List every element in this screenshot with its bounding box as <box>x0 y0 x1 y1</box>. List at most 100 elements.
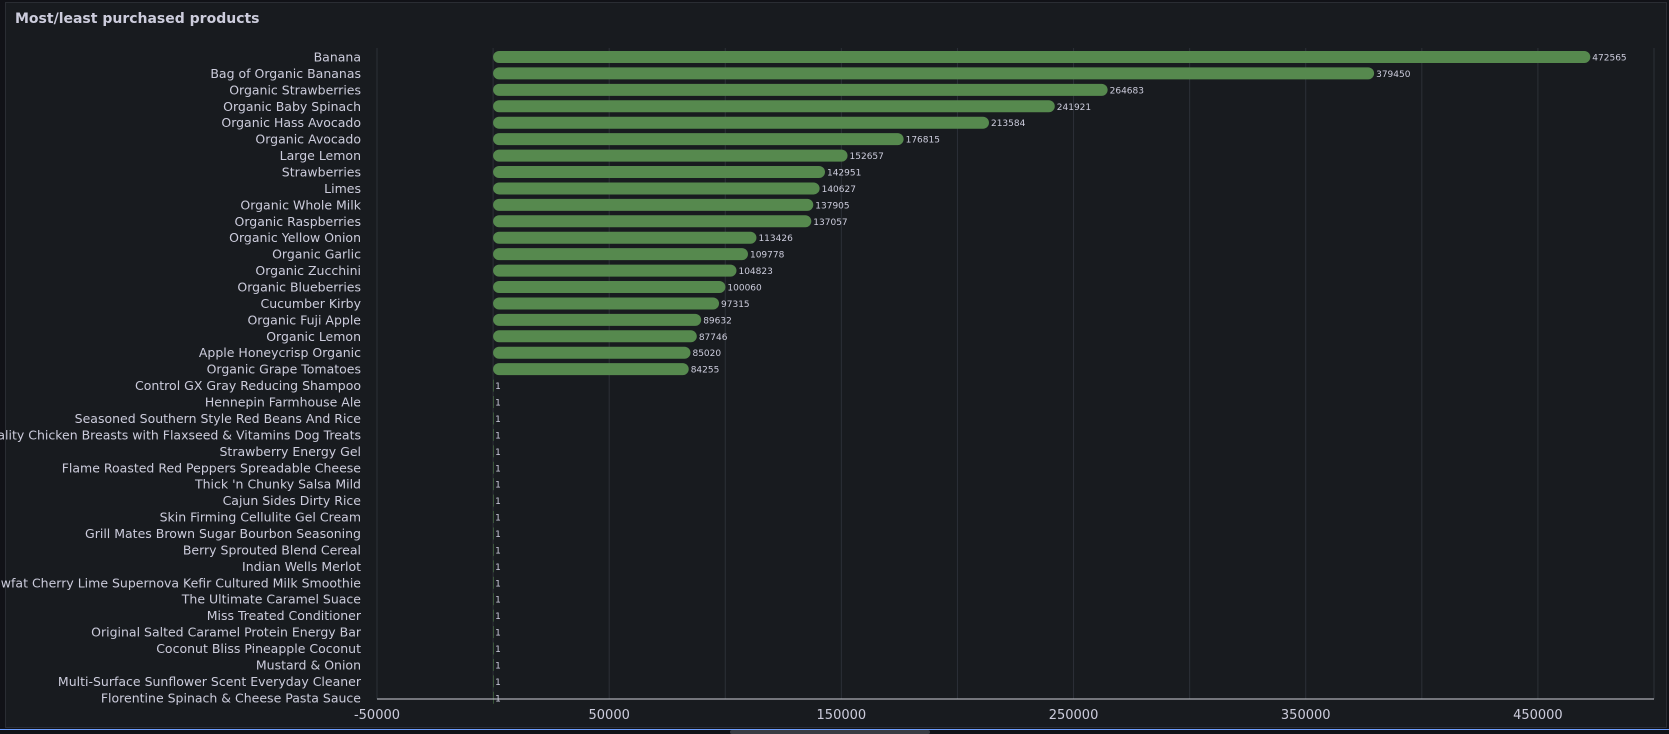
bar-value-label: 213584 <box>991 119 1026 129</box>
category-label: Limes <box>324 181 361 196</box>
bar-value-label: 264683 <box>1110 86 1144 96</box>
category-label: Mustard & Onion <box>256 657 361 672</box>
bar[interactable] <box>493 248 748 260</box>
bar[interactable] <box>493 347 690 359</box>
bar-value-label: 1 <box>495 415 501 425</box>
category-label: Organic Avocado <box>255 132 361 147</box>
bar[interactable] <box>493 297 719 309</box>
category-label: Organic Whole Milk <box>240 197 361 212</box>
category-label: Cucumber Kirby <box>260 296 361 311</box>
bar[interactable] <box>493 232 756 244</box>
category-label: Cajun Sides Dirty Rice <box>223 493 362 508</box>
bar-value-label: 176815 <box>906 136 940 146</box>
bar-value-label: 84255 <box>691 366 720 376</box>
bar-value-label: 1 <box>495 399 501 409</box>
bar-value-label: 152657 <box>850 152 884 162</box>
bar-value-label: 137057 <box>813 218 847 228</box>
category-label: The Ultimate Caramel Suace <box>181 592 362 607</box>
bar[interactable] <box>493 626 494 638</box>
category-label: Bag of Organic Bananas <box>210 66 361 81</box>
bar-value-label: 1 <box>495 579 501 589</box>
bar-value-label: 142951 <box>827 169 861 179</box>
category-label: Organic Garlic <box>272 247 361 262</box>
bar[interactable] <box>493 314 701 326</box>
bar[interactable] <box>493 412 494 424</box>
category-label: Control GX Gray Reducing Shampoo <box>135 378 361 393</box>
bar[interactable] <box>493 84 1108 96</box>
category-label: Apple Honeycrisp Organic <box>199 345 361 360</box>
bar-value-label: 1 <box>495 629 501 639</box>
bar-value-label: 1 <box>495 514 501 524</box>
category-label: Thick 'n Chunky Salsa Mild <box>194 477 361 492</box>
bar[interactable] <box>493 182 820 194</box>
bar[interactable] <box>493 330 697 342</box>
bar[interactable] <box>493 133 904 145</box>
bar[interactable] <box>493 51 1590 63</box>
bar-value-label: 1 <box>495 678 501 688</box>
bar[interactable] <box>493 199 813 211</box>
category-label: Organic Baby Spinach <box>223 99 361 114</box>
bar[interactable] <box>493 560 494 572</box>
category-label: Skin Firming Cellulite Gel Cream <box>160 510 361 525</box>
x-tick-label: 450000 <box>1513 708 1563 723</box>
bar[interactable] <box>493 462 494 474</box>
category-label: Lowfat Cherry Lime Supernova Kefir Cultu… <box>0 575 361 590</box>
bar[interactable] <box>493 429 494 441</box>
category-label: Organic Lemon <box>266 329 361 344</box>
category-label: Organic Grape Tomatoes <box>207 362 361 377</box>
bar[interactable] <box>493 445 494 457</box>
category-label: Grill Mates Brown Sugar Bourbon Seasonin… <box>85 526 361 541</box>
bar[interactable] <box>493 544 494 556</box>
x-tick-label: 350000 <box>1281 708 1331 723</box>
category-label: Coconut Bliss Pineapple Coconut <box>156 641 361 656</box>
bar-value-label: 1 <box>495 497 501 507</box>
bar[interactable] <box>493 265 736 277</box>
bar[interactable] <box>493 281 725 293</box>
category-label: Strawberry Energy Gel <box>220 444 362 459</box>
bar[interactable] <box>493 380 494 392</box>
bar-value-label: 241921 <box>1057 103 1091 113</box>
bar[interactable] <box>493 642 494 654</box>
bar[interactable] <box>493 363 689 375</box>
category-label: Organic Strawberries <box>229 82 361 97</box>
category-label: Vitality Chicken Breasts with Flaxseed &… <box>0 427 361 442</box>
bar[interactable] <box>493 150 847 162</box>
bar-value-label: 1 <box>495 596 501 606</box>
category-label: Large Lemon <box>280 148 361 163</box>
category-label: Hennepin Farmhouse Ale <box>205 395 361 410</box>
bar[interactable] <box>493 166 825 178</box>
bar[interactable] <box>493 215 811 227</box>
bar-value-label: 87746 <box>699 333 728 343</box>
bar[interactable] <box>493 577 494 589</box>
bar[interactable] <box>493 675 494 687</box>
bar[interactable] <box>493 511 494 523</box>
bar[interactable] <box>493 527 494 539</box>
bar[interactable] <box>493 659 494 671</box>
bar-value-label: 85020 <box>692 349 721 359</box>
horizontal-scrollbar-thumb[interactable] <box>730 730 930 734</box>
bar[interactable] <box>493 495 494 507</box>
bar[interactable] <box>493 396 494 408</box>
category-label: Banana <box>314 50 361 65</box>
category-label: Indian Wells Merlot <box>242 559 361 574</box>
bar-value-label: 1 <box>495 382 501 392</box>
bar-value-label: 113426 <box>758 234 793 244</box>
category-label: Organic Yellow Onion <box>229 230 361 245</box>
bar[interactable] <box>493 610 494 622</box>
x-tick-label: 50000 <box>589 708 630 723</box>
category-label: Organic Raspberries <box>235 214 361 229</box>
bar[interactable] <box>493 117 989 129</box>
x-tick-label: 150000 <box>817 708 867 723</box>
bar[interactable] <box>493 478 494 490</box>
bar[interactable] <box>493 67 1374 79</box>
bar[interactable] <box>493 100 1055 112</box>
bar[interactable] <box>493 593 494 605</box>
bar-value-label: 89632 <box>703 316 732 326</box>
category-label: Organic Hass Avocado <box>221 115 361 130</box>
bar[interactable] <box>493 692 494 704</box>
x-tick-label: 250000 <box>1049 708 1099 723</box>
bar-value-label: 1 <box>495 645 501 655</box>
category-label: Organic Fuji Apple <box>247 312 361 327</box>
bar-value-label: 137905 <box>815 201 849 211</box>
